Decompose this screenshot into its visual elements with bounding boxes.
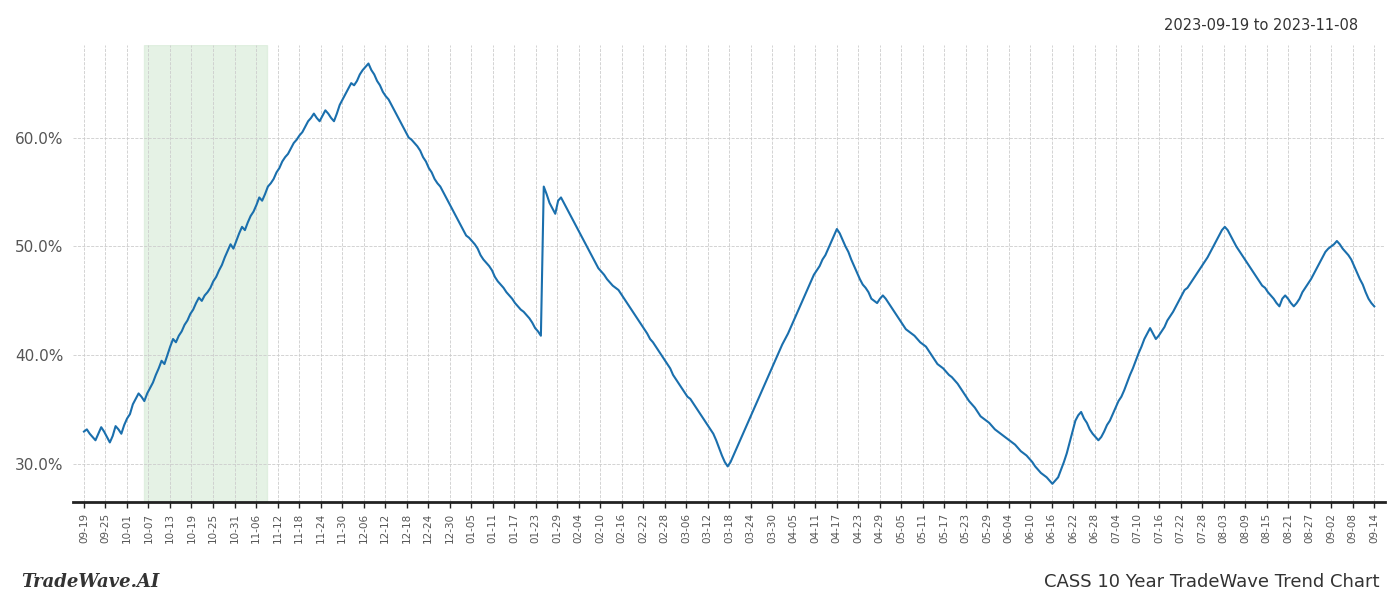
Bar xyxy=(144,45,267,502)
Text: TradeWave.AI: TradeWave.AI xyxy=(21,573,160,591)
Text: CASS 10 Year TradeWave Trend Chart: CASS 10 Year TradeWave Trend Chart xyxy=(1043,573,1379,591)
Text: 2023-09-19 to 2023-11-08: 2023-09-19 to 2023-11-08 xyxy=(1163,18,1358,33)
